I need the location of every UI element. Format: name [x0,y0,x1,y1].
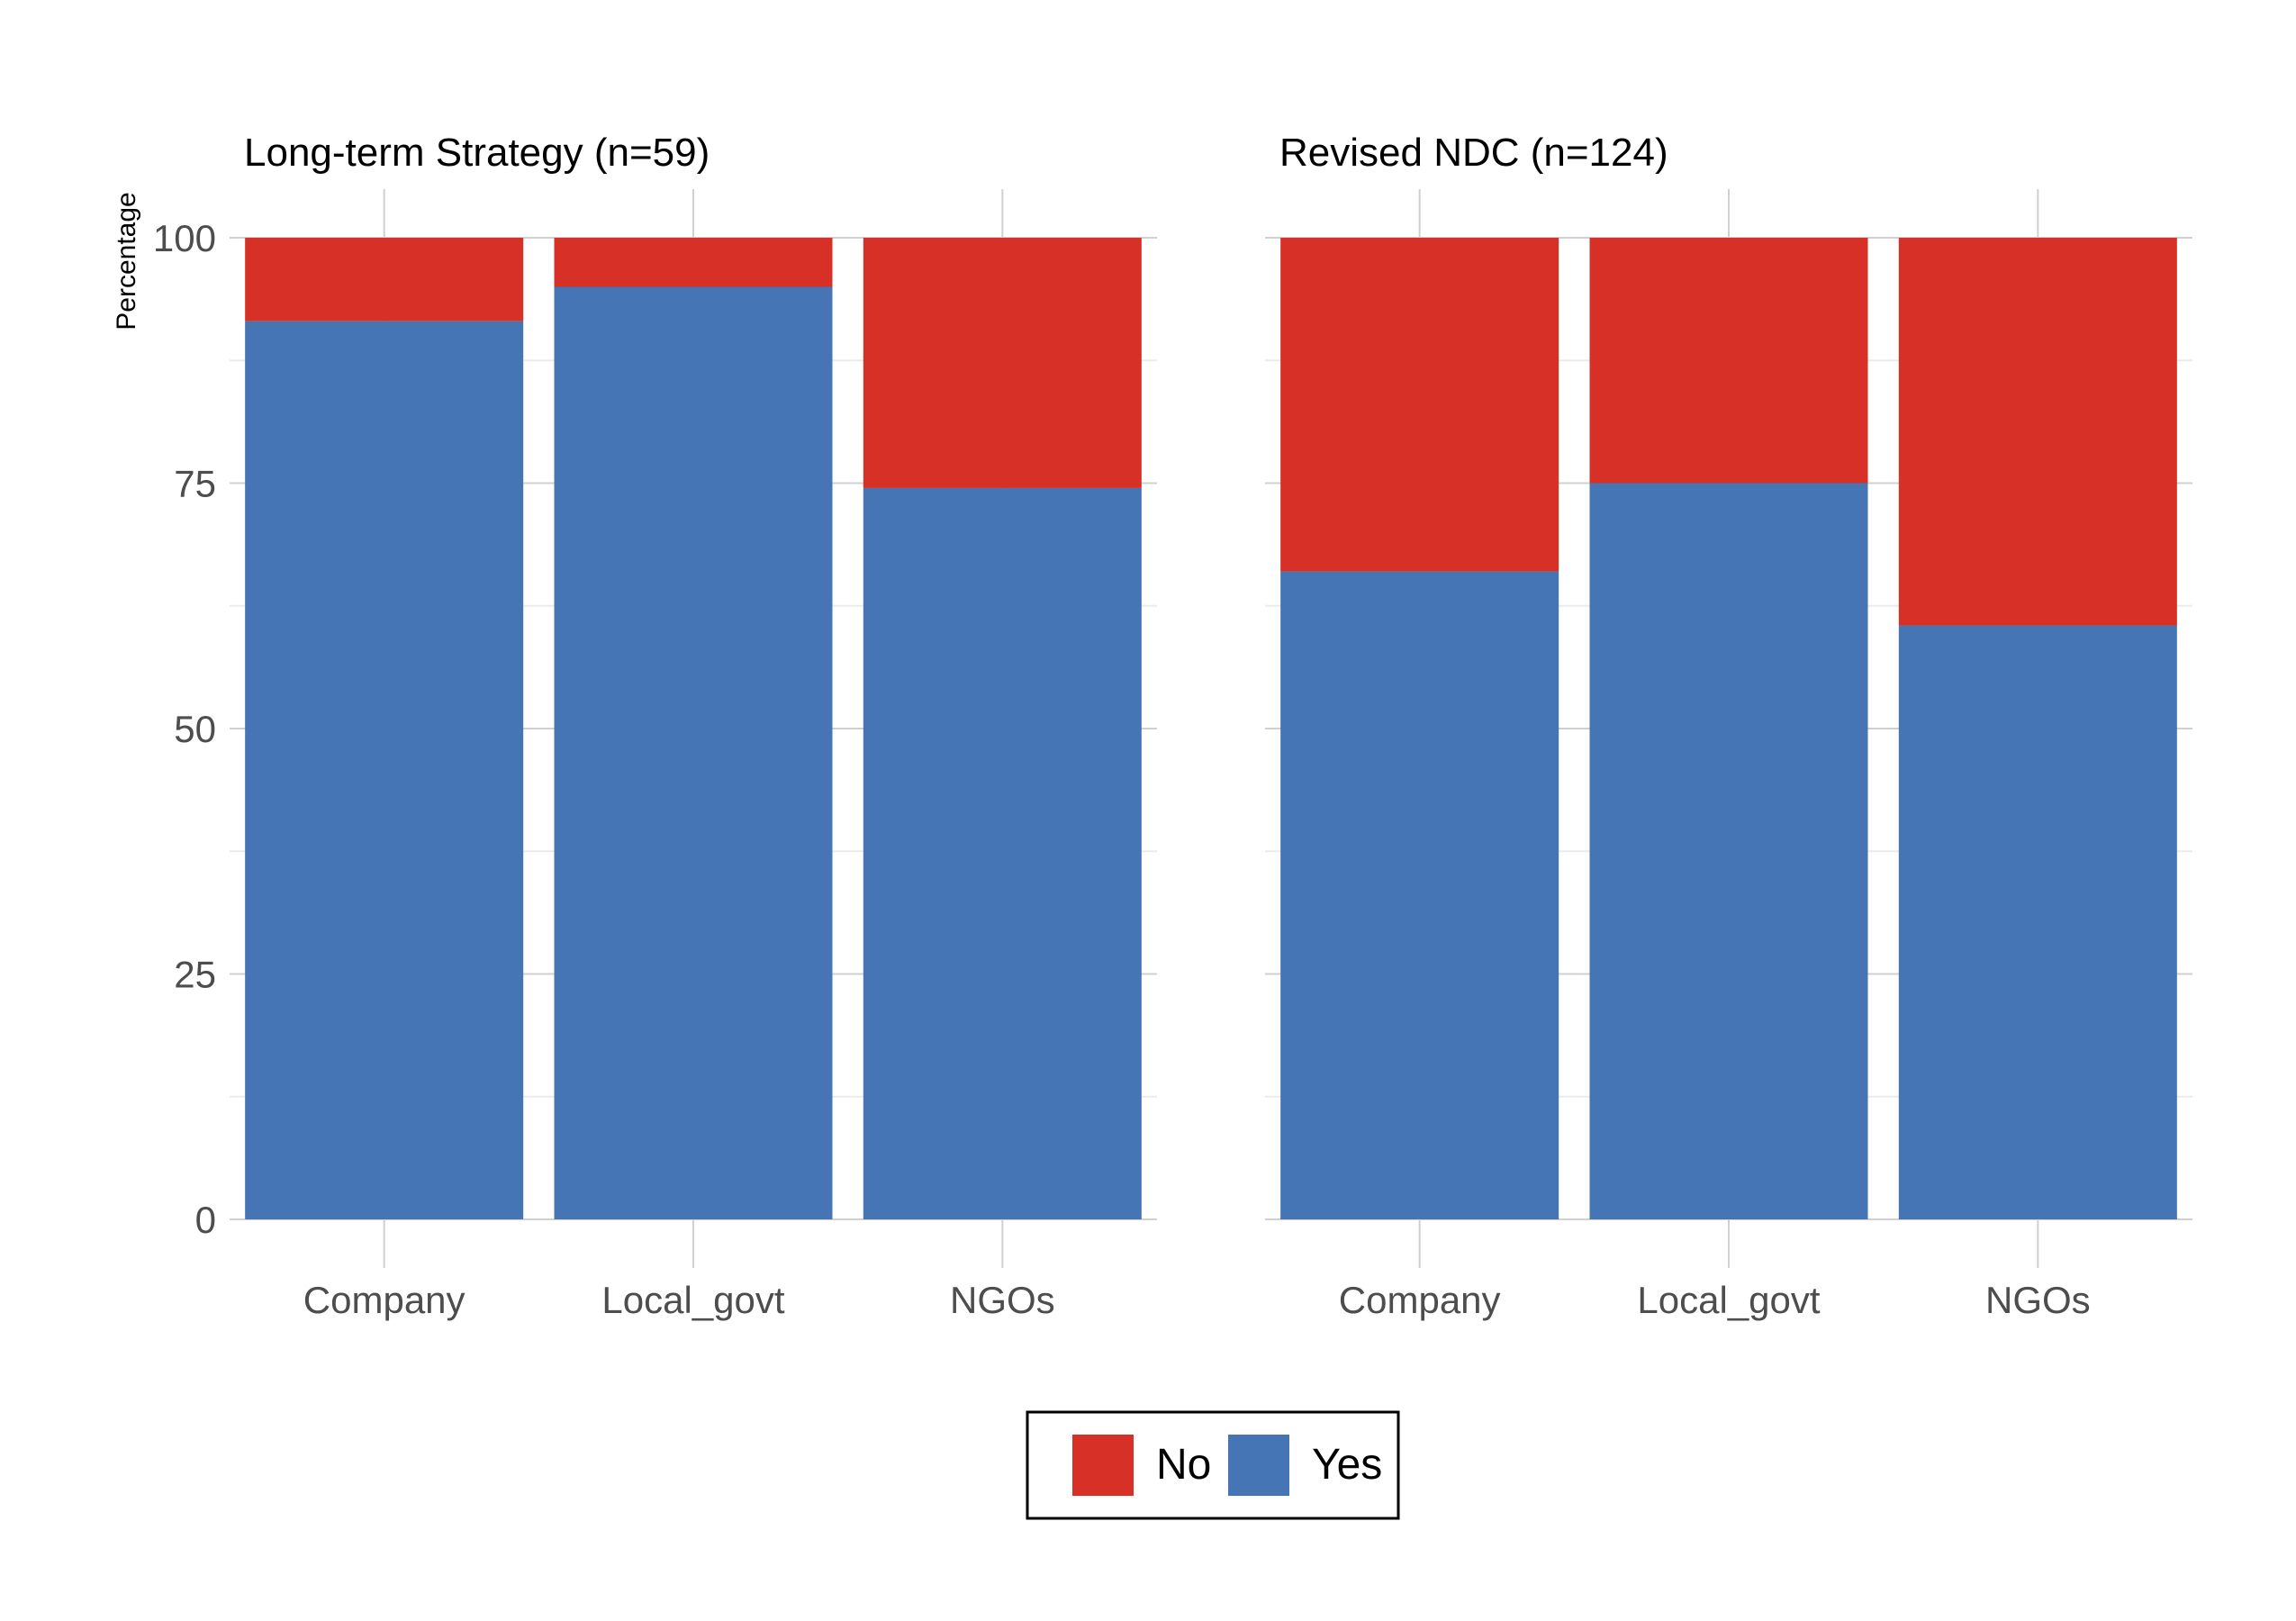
bar-layer [245,238,2177,1219]
bar-no-company [245,238,524,321]
bar-no-ngos [1898,238,2177,626]
bar-yes-ngos [1898,625,2177,1219]
x-tick-label: NGOs [950,1279,1055,1321]
legend: No Yes [1026,1410,1400,1520]
x-tick-label: Local_govt [1637,1279,1820,1321]
panel-title: Long-term Strategy (n=59) [244,131,710,175]
x-tick-label: NGOs [1985,1279,2091,1321]
legend-label-no: No [1156,1441,1211,1489]
bar-no-local_govt [554,238,833,287]
bar-yes-local_govt [1589,483,1868,1219]
y-tick-label: 0 [195,1199,216,1241]
legend-key-no [1072,1435,1134,1496]
panel-title: Revised NDC (n=124) [1279,131,1668,175]
y-axis-title: Percentage [112,192,141,330]
bar-yes-ngos [863,487,1142,1219]
bar-yes-local_govt [554,286,833,1219]
text-layer: Percentage Company Local_govt NGOs Long-ter… [112,131,2091,1321]
legend-key-yes [1228,1435,1289,1496]
y-tick-label: 50 [174,708,216,750]
x-tick-label: Company [1339,1279,1501,1321]
bar-yes-company [245,321,524,1219]
legend-label-yes: Yes [1312,1441,1382,1489]
grid-layer [230,189,2192,1268]
y-tick-label: 75 [174,463,216,505]
y-tick-label: 100 [153,217,216,259]
y-tick-label: 25 [174,954,216,996]
bar-no-local_govt [1589,238,1868,484]
bar-no-company [1280,238,1559,572]
x-tick-label: Local_govt [601,1279,784,1321]
x-tick-label: Company [303,1279,466,1321]
bar-yes-company [1280,571,1559,1219]
bar-no-ngos [863,238,1142,488]
